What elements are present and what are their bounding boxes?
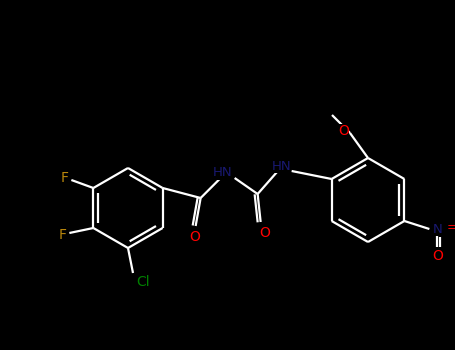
Text: O: O (339, 124, 349, 138)
Text: HN: HN (272, 160, 292, 173)
Text: N: N (433, 223, 442, 236)
Text: F: F (61, 171, 68, 185)
Text: F: F (58, 228, 66, 242)
Text: O: O (259, 226, 270, 240)
Text: Cl: Cl (136, 275, 150, 289)
Text: O: O (432, 249, 443, 263)
Text: HN: HN (213, 167, 233, 180)
Text: =O: =O (447, 220, 455, 233)
Text: O: O (189, 230, 200, 244)
